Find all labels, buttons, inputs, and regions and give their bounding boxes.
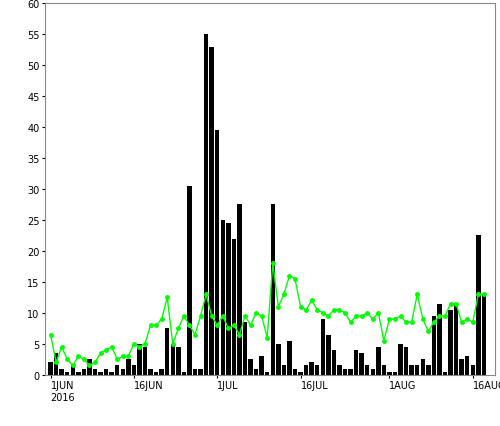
Bar — [120, 369, 125, 375]
Bar — [454, 304, 458, 375]
Bar — [104, 369, 108, 375]
Bar — [460, 360, 464, 375]
Bar — [370, 369, 375, 375]
Bar — [165, 328, 170, 375]
Bar — [298, 372, 303, 375]
Bar — [448, 310, 453, 375]
Bar — [187, 187, 192, 375]
Bar — [365, 366, 370, 375]
Bar — [482, 295, 486, 375]
Bar — [265, 372, 270, 375]
Bar — [232, 239, 236, 375]
Bar — [220, 221, 225, 375]
Bar — [143, 347, 147, 375]
Bar — [254, 369, 258, 375]
Bar — [182, 372, 186, 375]
Bar — [170, 344, 175, 375]
Bar — [93, 369, 97, 375]
Bar — [376, 347, 380, 375]
Bar — [432, 316, 436, 375]
Bar — [243, 322, 247, 375]
Bar — [465, 356, 469, 375]
Bar — [343, 369, 347, 375]
Bar — [410, 366, 414, 375]
Bar — [404, 347, 408, 375]
Bar — [443, 372, 447, 375]
Bar — [204, 35, 208, 375]
Bar — [354, 350, 358, 375]
Bar — [337, 366, 342, 375]
Bar — [332, 350, 336, 375]
Bar — [198, 369, 203, 375]
Bar — [70, 366, 75, 375]
Bar — [382, 366, 386, 375]
Bar — [470, 366, 475, 375]
Bar — [304, 366, 308, 375]
Bar — [293, 369, 297, 375]
Bar — [437, 304, 442, 375]
Bar — [476, 236, 480, 375]
Bar — [48, 363, 53, 375]
Bar — [148, 369, 153, 375]
Bar — [420, 360, 425, 375]
Bar — [87, 360, 92, 375]
Bar — [387, 372, 392, 375]
Bar — [360, 353, 364, 375]
Bar — [110, 372, 114, 375]
Bar — [126, 360, 130, 375]
Bar — [415, 366, 420, 375]
Bar — [76, 372, 80, 375]
Bar — [320, 320, 325, 375]
Bar — [282, 366, 286, 375]
Bar — [326, 335, 330, 375]
Bar — [60, 369, 64, 375]
Bar — [115, 366, 119, 375]
Bar — [154, 372, 158, 375]
Bar — [160, 369, 164, 375]
Bar — [237, 205, 242, 375]
Bar — [310, 363, 314, 375]
Bar — [132, 366, 136, 375]
Bar — [137, 344, 141, 375]
Bar — [348, 369, 353, 375]
Bar — [54, 353, 58, 375]
Bar — [210, 47, 214, 375]
Bar — [248, 360, 253, 375]
Bar — [426, 366, 430, 375]
Bar — [393, 372, 397, 375]
Bar — [276, 344, 280, 375]
Bar — [260, 356, 264, 375]
Bar — [176, 347, 180, 375]
Bar — [98, 372, 103, 375]
Bar — [226, 224, 230, 375]
Bar — [215, 131, 220, 375]
Bar — [287, 341, 292, 375]
Bar — [65, 372, 70, 375]
Bar — [398, 344, 403, 375]
Bar — [193, 369, 197, 375]
Bar — [270, 205, 275, 375]
Bar — [315, 366, 320, 375]
Bar — [82, 369, 86, 375]
